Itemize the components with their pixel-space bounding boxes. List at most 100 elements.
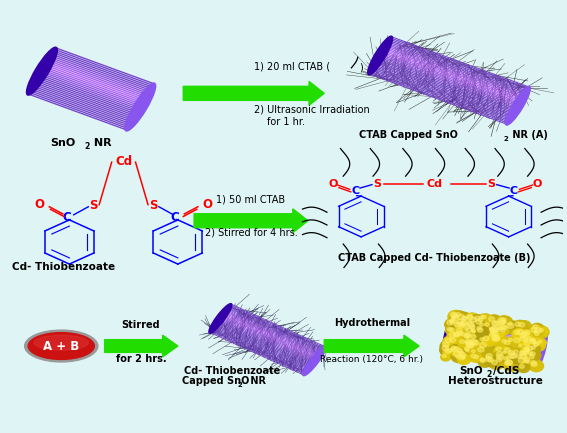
Ellipse shape [520,353,527,359]
Ellipse shape [464,335,469,339]
Polygon shape [453,320,544,333]
Polygon shape [219,320,314,362]
Text: NR: NR [247,376,266,386]
Ellipse shape [494,356,508,366]
Ellipse shape [478,322,488,330]
Polygon shape [222,316,316,359]
Ellipse shape [528,350,541,360]
Polygon shape [370,72,508,123]
Ellipse shape [458,354,471,365]
Polygon shape [53,51,153,87]
Ellipse shape [496,352,503,357]
Polygon shape [445,354,536,368]
Ellipse shape [509,353,515,358]
Polygon shape [54,49,154,86]
Ellipse shape [452,348,456,352]
Text: 2: 2 [503,136,508,142]
Text: 2: 2 [486,370,492,378]
Ellipse shape [522,355,536,367]
Polygon shape [389,40,527,91]
Ellipse shape [476,320,481,324]
Polygon shape [33,84,133,121]
Polygon shape [217,322,311,365]
Ellipse shape [470,329,479,336]
Ellipse shape [463,332,475,341]
Polygon shape [382,52,520,103]
Ellipse shape [463,331,478,343]
Ellipse shape [478,347,484,352]
Ellipse shape [464,326,472,333]
Ellipse shape [502,351,506,354]
Polygon shape [386,45,524,97]
Ellipse shape [531,362,537,367]
Ellipse shape [497,358,502,362]
Polygon shape [210,332,304,375]
Ellipse shape [209,304,232,333]
Ellipse shape [486,315,502,327]
Text: Heterostructure: Heterostructure [447,376,543,386]
Ellipse shape [455,313,460,317]
Ellipse shape [471,349,475,352]
Polygon shape [373,67,511,118]
Ellipse shape [531,323,544,333]
Polygon shape [213,328,307,372]
Polygon shape [218,321,312,365]
Ellipse shape [488,326,505,339]
Ellipse shape [492,327,498,332]
Polygon shape [35,82,134,120]
Ellipse shape [467,322,481,333]
Ellipse shape [451,315,460,323]
Ellipse shape [488,331,501,341]
Ellipse shape [442,355,446,358]
Ellipse shape [530,338,540,346]
Ellipse shape [490,326,497,331]
Ellipse shape [479,336,488,344]
Polygon shape [383,49,522,100]
Polygon shape [452,325,543,338]
Text: O: O [532,179,541,189]
Polygon shape [448,341,539,354]
Ellipse shape [458,323,465,328]
Polygon shape [214,326,308,369]
Ellipse shape [28,333,94,359]
Ellipse shape [451,346,456,350]
Ellipse shape [509,352,523,364]
Polygon shape [49,58,148,96]
Text: A + B: A + B [43,339,79,352]
Ellipse shape [507,356,510,359]
Ellipse shape [534,342,539,346]
Ellipse shape [484,355,494,362]
Ellipse shape [538,327,548,335]
Ellipse shape [496,327,506,336]
Ellipse shape [509,351,514,355]
Ellipse shape [458,331,463,335]
Ellipse shape [467,322,474,327]
Ellipse shape [511,336,527,348]
Ellipse shape [484,355,498,367]
Ellipse shape [518,358,525,363]
Ellipse shape [499,326,503,330]
Ellipse shape [464,341,481,354]
Ellipse shape [463,346,474,354]
Ellipse shape [460,322,464,326]
Polygon shape [41,71,140,108]
Ellipse shape [533,331,544,339]
Ellipse shape [532,342,542,349]
Ellipse shape [450,328,454,331]
Ellipse shape [490,333,495,337]
Ellipse shape [490,336,502,345]
Text: 2: 2 [84,142,90,152]
Ellipse shape [468,324,480,333]
Polygon shape [39,76,137,113]
Polygon shape [372,68,510,120]
Polygon shape [213,327,308,371]
Ellipse shape [498,318,505,323]
Ellipse shape [472,340,479,346]
Ellipse shape [457,319,463,324]
Ellipse shape [450,332,456,337]
Ellipse shape [449,320,454,323]
Ellipse shape [466,342,472,347]
Ellipse shape [521,351,526,356]
Ellipse shape [506,360,513,365]
Text: Cd- Thiobenzoate: Cd- Thiobenzoate [12,262,116,271]
